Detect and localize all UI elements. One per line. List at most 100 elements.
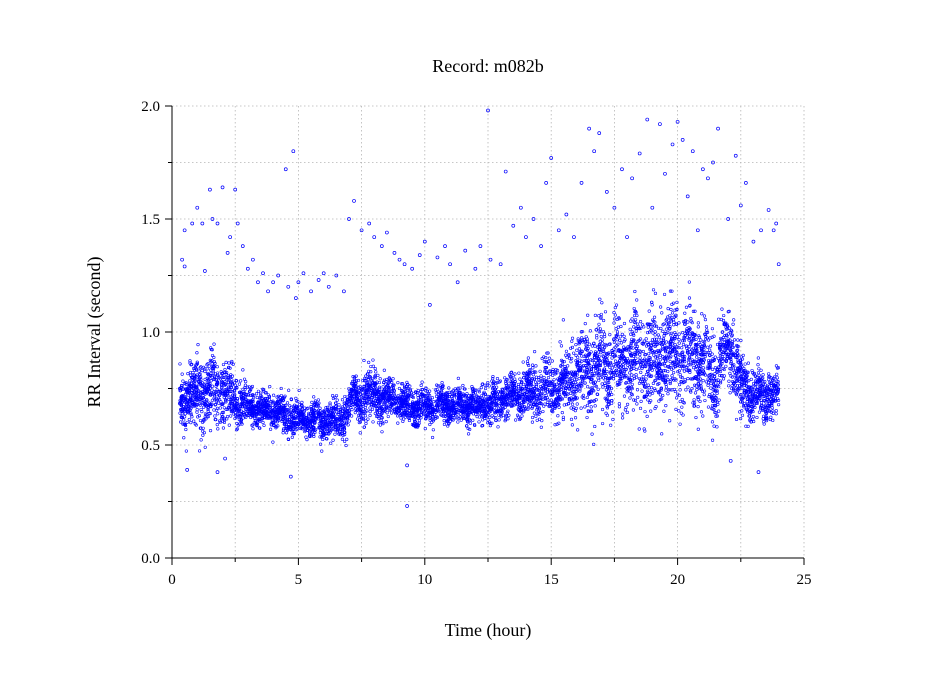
data-point <box>697 335 701 339</box>
data-point <box>554 367 558 372</box>
data-point <box>692 383 697 387</box>
data-point <box>709 396 714 400</box>
data-point <box>691 401 695 405</box>
data-point <box>652 337 657 341</box>
data-point <box>325 437 329 441</box>
data-point <box>395 405 399 410</box>
data-point <box>243 387 247 391</box>
data-point <box>396 414 400 418</box>
data-point <box>712 424 716 428</box>
data-point <box>730 345 734 349</box>
data-point <box>403 384 407 388</box>
data-point <box>622 394 627 398</box>
data-point <box>461 383 465 388</box>
data-point <box>653 333 657 337</box>
data-point <box>652 315 657 319</box>
data-point <box>695 355 699 359</box>
data-point <box>645 414 649 418</box>
data-point <box>307 413 311 417</box>
data-point <box>573 377 577 381</box>
data-point <box>514 418 518 422</box>
data-point <box>297 388 301 393</box>
data-point <box>481 392 486 396</box>
data-points <box>178 108 781 508</box>
data-point <box>206 407 210 411</box>
data-point <box>463 411 467 415</box>
data-point <box>774 412 778 416</box>
data-point <box>631 408 635 412</box>
data-point <box>215 406 220 410</box>
data-point <box>218 377 222 381</box>
grid-lines <box>172 105 805 558</box>
data-point <box>710 367 715 371</box>
data-point <box>585 415 589 420</box>
data-point <box>540 356 544 361</box>
data-point <box>565 379 569 383</box>
data-point <box>597 367 601 372</box>
data-point <box>724 351 728 355</box>
data-point <box>653 388 657 393</box>
data-point <box>678 373 682 377</box>
data-point <box>247 413 251 418</box>
data-point <box>340 398 345 402</box>
data-point <box>331 410 335 414</box>
data-point <box>583 405 587 409</box>
data-point <box>250 384 254 389</box>
data-point <box>197 449 202 453</box>
data-point <box>633 398 638 402</box>
data-point <box>727 384 731 388</box>
data-point <box>653 291 658 295</box>
data-point <box>549 393 553 397</box>
data-point <box>215 423 219 427</box>
data-point <box>646 398 650 402</box>
data-point <box>592 341 596 346</box>
data-point <box>647 352 651 356</box>
data-point <box>199 438 203 442</box>
data-point <box>257 426 261 430</box>
data-point <box>544 356 548 360</box>
data-point <box>356 378 361 383</box>
data-point <box>700 353 704 357</box>
data-point <box>633 321 637 325</box>
data-point <box>641 382 645 386</box>
data-point <box>641 342 645 346</box>
data-point <box>488 424 492 428</box>
data-point <box>619 341 623 345</box>
data-point <box>764 411 769 416</box>
data-point <box>540 379 544 384</box>
data-point <box>403 392 407 397</box>
data-point <box>377 385 382 389</box>
data-point <box>213 361 217 365</box>
data-point <box>762 420 766 424</box>
data-point <box>256 389 261 393</box>
data-point <box>356 417 360 421</box>
data-point <box>738 417 743 421</box>
data-point <box>696 344 700 349</box>
data-point <box>544 379 549 383</box>
data-point <box>404 392 408 396</box>
data-point <box>664 340 669 344</box>
data-point <box>575 377 579 381</box>
data-point <box>501 413 505 417</box>
data-point <box>700 312 704 316</box>
data-point <box>664 404 668 408</box>
data-point <box>180 372 184 376</box>
data-point <box>689 363 693 367</box>
data-point <box>686 376 690 381</box>
data-point <box>617 402 621 406</box>
data-point <box>459 418 463 422</box>
data-point <box>636 395 640 399</box>
data-point <box>433 388 438 392</box>
data-point <box>439 388 443 393</box>
data-point <box>682 339 686 343</box>
data-point <box>184 449 188 453</box>
data-point <box>761 379 765 383</box>
data-point <box>713 355 717 359</box>
data-point <box>521 376 526 380</box>
data-point <box>692 360 696 364</box>
data-point <box>710 394 714 399</box>
data-point <box>593 424 597 429</box>
data-point <box>721 377 726 381</box>
data-point <box>736 388 740 392</box>
